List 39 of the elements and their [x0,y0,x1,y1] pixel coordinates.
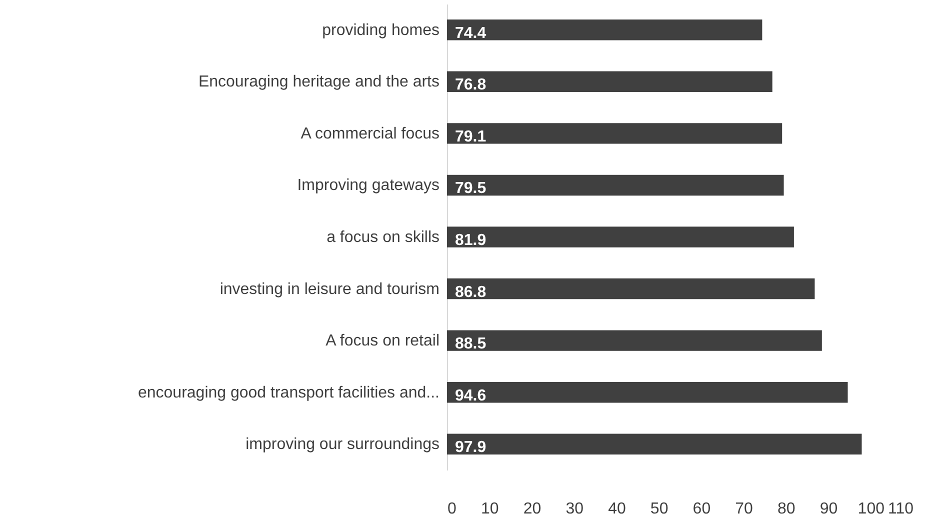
bar [447,226,794,248]
data-label: 76.8 [455,76,486,94]
x-tick-label: 100 [858,500,885,518]
x-tick-label: 10 [480,500,499,518]
data-label: 86.8 [455,284,486,301]
y-tick-label: A commercial focus [300,125,440,142]
x-tick-label: 60 [692,500,711,518]
y-tick-label: A focus on retail [326,332,440,350]
x-tick-label: 70 [735,500,754,518]
bar [447,174,784,196]
bar [447,382,848,403]
bar [447,71,772,92]
data-label: 74.4 [455,24,486,42]
data-label: 81.9 [455,232,486,249]
y-tick-label: encouraging good transport facilities and... [138,384,440,402]
data-label: 79.1 [455,128,486,146]
data-label: 79.5 [455,180,486,198]
data-label: 94.6 [455,387,486,404]
x-tick-label: 90 [820,500,838,518]
x-tick-label: 20 [523,500,542,518]
y-tick-label: Encouraging heritage and the arts [198,74,440,91]
bar [447,434,862,454]
y-tick-label: a focus on skills [326,229,440,246]
x-tick-label: 80 [778,500,796,518]
x-tick-label: 50 [650,500,668,518]
x-tick-label: 40 [608,500,626,518]
data-label: 88.5 [455,336,486,353]
y-tick-label: improving our surroundings [246,436,440,454]
bar [447,278,815,300]
bar [447,123,782,144]
x-tick-label: 30 [566,500,584,518]
bar [447,20,762,40]
data-label: 97.9 [455,439,486,456]
y-tick-label: Improving gateways [297,177,440,194]
y-tick-label: investing in leisure and tourism [220,280,440,298]
y-tick-label: providing homes [322,22,440,39]
x-tick-label: 110 [888,500,914,518]
bar [447,330,822,351]
x-tick-label: 0 [448,500,456,518]
